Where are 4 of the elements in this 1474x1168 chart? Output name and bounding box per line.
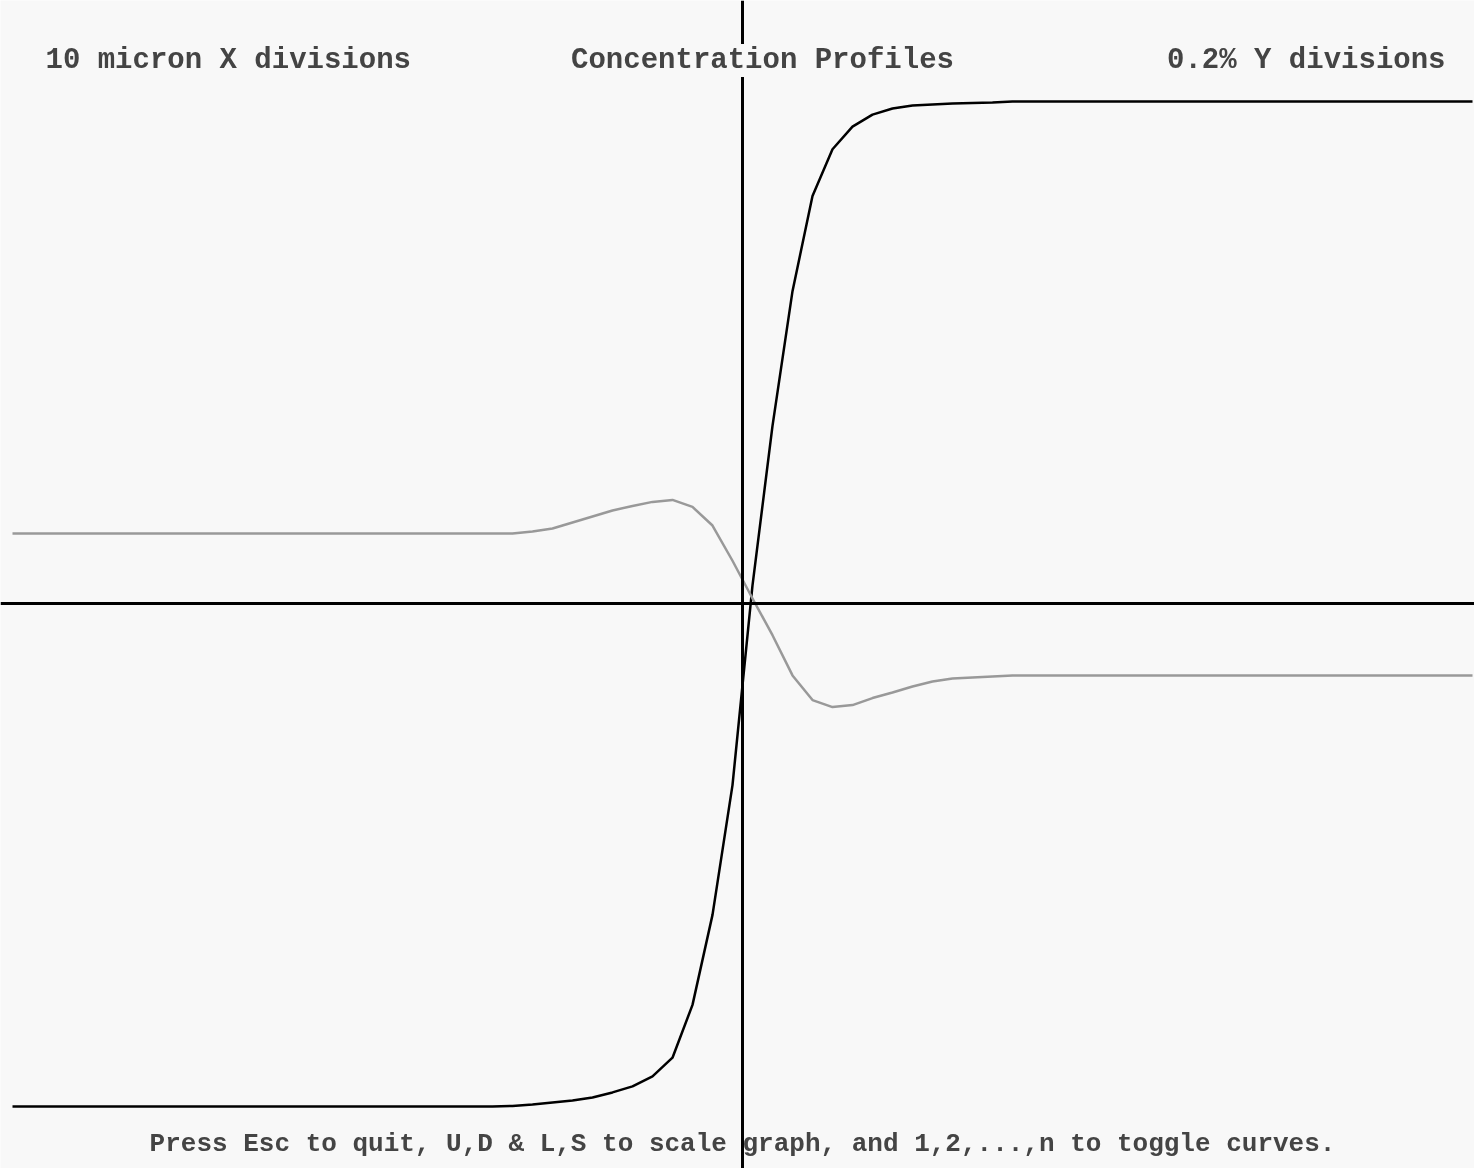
text: Press Esc to quit, U,D & L,S to scale graph, and 1,2,...,n to toggle curves.	[149, 1128, 1336, 1159]
chart-title: Concentration Profiles	[571, 44, 954, 77]
text: 0.2% Y divisions	[1167, 44, 1446, 77]
text: 10 micron X divisions	[45, 44, 411, 77]
